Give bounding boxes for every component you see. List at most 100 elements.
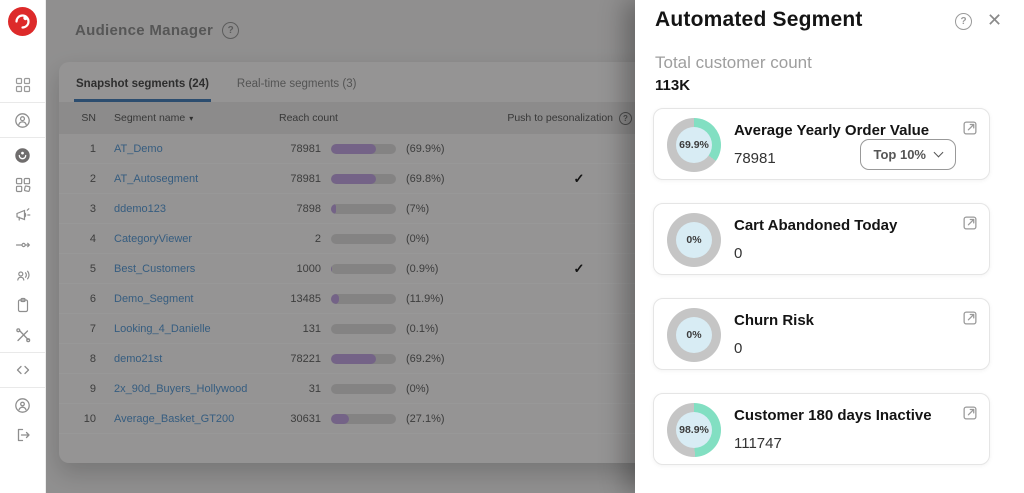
reach-percent: (69.9%) [406, 143, 445, 155]
column-segment-name[interactable]: Segment name ▾ [114, 112, 194, 124]
reach-bar-fill [331, 354, 376, 364]
sidebar-item-journeys[interactable] [0, 230, 45, 260]
sidebar-divider [0, 387, 45, 388]
reach-bar-track [331, 324, 396, 334]
open-external-icon[interactable] [962, 120, 978, 136]
table-row: 1 AT_Demo 78981 (69.9%) [59, 134, 699, 164]
segment-name-link[interactable]: Best_Customers [114, 263, 196, 275]
clipboard-icon [17, 297, 28, 313]
open-external-icon[interactable] [962, 405, 978, 421]
table-body: 1 AT_Demo 78981 (69.9%) 2 A [59, 134, 699, 434]
segment-name-link[interactable]: AT_Autosegment [114, 173, 199, 185]
pushed-cell [559, 374, 599, 404]
reach-bar-track [331, 204, 396, 214]
row-sn: 1 [89, 143, 96, 155]
page-title: Audience Manager [75, 22, 214, 39]
brand-logo-icon[interactable] [7, 6, 38, 37]
segment-stat-card: 69.9% Average Yearly Order Value 78981 T… [653, 108, 990, 180]
pushed-check-icon: ✓ [573, 261, 585, 276]
donut-percent-label: 0% [676, 222, 712, 258]
sort-desc-icon[interactable]: ▾ [189, 113, 194, 123]
table-row: 10 Average_Basket_GT200 30631 (27.1%) [59, 404, 699, 434]
sidebar-item-developer[interactable] [0, 355, 45, 385]
reach-percent: (0.9%) [406, 263, 439, 275]
top-percent-dropdown[interactable]: Top 10% [859, 139, 956, 170]
reach-count-value: 78221 [290, 353, 321, 365]
reach-percent: (0%) [406, 233, 430, 245]
page-help-icon[interactable]: ? [222, 22, 240, 39]
user-circle-icon [15, 112, 30, 128]
flow-arrow-icon [15, 242, 30, 248]
sidebar-item-insights-active[interactable] [0, 140, 45, 170]
column-push-to-personalization: Push to pesonalization [507, 112, 613, 124]
column-reach-count: Reach count [279, 112, 338, 124]
row-sn: 4 [89, 233, 96, 245]
sidebar-item-account[interactable] [0, 390, 45, 420]
card-value: 111747 [734, 435, 782, 452]
open-external-icon[interactable] [962, 310, 978, 326]
table-row: 2 AT_Autosegment 78981 (69.8%) ✓ [59, 164, 699, 194]
row-sn: 5 [89, 263, 96, 275]
panel-help-icon[interactable]: ? [955, 13, 972, 30]
person-broadcast-icon [16, 270, 30, 281]
megaphone-icon [15, 208, 30, 221]
reach-bar-track [331, 234, 396, 244]
sidebar-item-logout[interactable] [0, 420, 45, 450]
reach-bar-track [331, 264, 396, 274]
segment-tabs: Snapshot segments (24) Real-time segment… [74, 62, 358, 102]
donut-percent-label: 0% [676, 317, 712, 353]
sidebar-item-broadcast[interactable] [0, 260, 45, 290]
donut-chart: 69.9% [667, 118, 721, 172]
segment-name-link[interactable]: CategoryViewer [114, 233, 193, 245]
reach-bar [331, 164, 396, 194]
reach-bar-track [331, 354, 396, 364]
reach-count-value: 7898 [296, 203, 321, 215]
sidebar-item-reports[interactable] [0, 290, 45, 320]
row-sn: 2 [89, 173, 96, 185]
segment-stat-card: 98.9% Customer 180 days Inactive 111747 [653, 393, 990, 465]
segment-stat-card: 0% Churn Risk 0 [653, 298, 990, 370]
segment-name-link[interactable]: ddemo123 [114, 203, 166, 215]
globe-filled-icon [15, 147, 30, 163]
reach-bar-track [331, 294, 396, 304]
segment-name-link[interactable]: Demo_Segment [114, 293, 194, 305]
table-row: 5 Best_Customers 1000 (0.9%) ✓ [59, 254, 699, 284]
reach-bar-fill [331, 204, 336, 214]
table-row: 7 Looking_4_Danielle 131 (0.1%) [59, 314, 699, 344]
sidebar-item-audience[interactable] [0, 105, 45, 135]
sidebar-divider [0, 352, 45, 353]
sidebar-item-campaigns[interactable] [0, 200, 45, 230]
segment-name-link[interactable]: Looking_4_Danielle [114, 323, 211, 335]
close-icon[interactable]: ✕ [987, 10, 1003, 30]
reach-bar-track [331, 384, 396, 394]
tab-segments[interactable]: Real-time segments (3) [235, 78, 359, 102]
segment-name-link[interactable]: AT_Demo [114, 143, 163, 155]
automated-segment-panel: Automated Segment ? ✕ Total customer cou… [635, 0, 1024, 493]
reach-bar-track [331, 144, 396, 154]
reach-count-value: 78981 [290, 143, 321, 155]
donut-chart: 98.9% [667, 403, 721, 457]
donut-chart: 0% [667, 213, 721, 267]
reach-bar [331, 284, 396, 314]
logout-icon [17, 428, 30, 442]
reach-count-value: 78981 [290, 173, 321, 185]
row-sn: 9 [89, 383, 96, 395]
segment-stat-card: 0% Cart Abandoned Today 0 [653, 203, 990, 275]
segments-table-card: Snapshot segments (24) Real-time segment… [59, 62, 699, 463]
segment-name-link[interactable]: demo21st [114, 353, 163, 365]
reach-percent: (7%) [406, 203, 430, 215]
sidebar-item-tools[interactable] [0, 320, 45, 350]
segment-name-link[interactable]: Average_Basket_GT200 [114, 413, 235, 425]
info-icon[interactable]: ? [619, 111, 632, 125]
panel-title: Automated Segment [655, 8, 863, 31]
sidebar-item-segments[interactable] [0, 170, 45, 200]
tab-segments[interactable]: Snapshot segments (24) [74, 78, 211, 102]
reach-bar [331, 404, 396, 434]
open-external-icon[interactable] [962, 215, 978, 231]
table-row: 3 ddemo123 7898 (7%) [59, 194, 699, 224]
card-title: Average Yearly Order Value [734, 122, 930, 139]
sidebar-item-dashboard[interactable] [0, 70, 45, 100]
total-customer-count-label: Total customer count [655, 53, 812, 72]
segment-name-link[interactable]: 2x_90d_Buyers_Hollywood [114, 383, 248, 395]
sidebar-divider [0, 102, 45, 103]
